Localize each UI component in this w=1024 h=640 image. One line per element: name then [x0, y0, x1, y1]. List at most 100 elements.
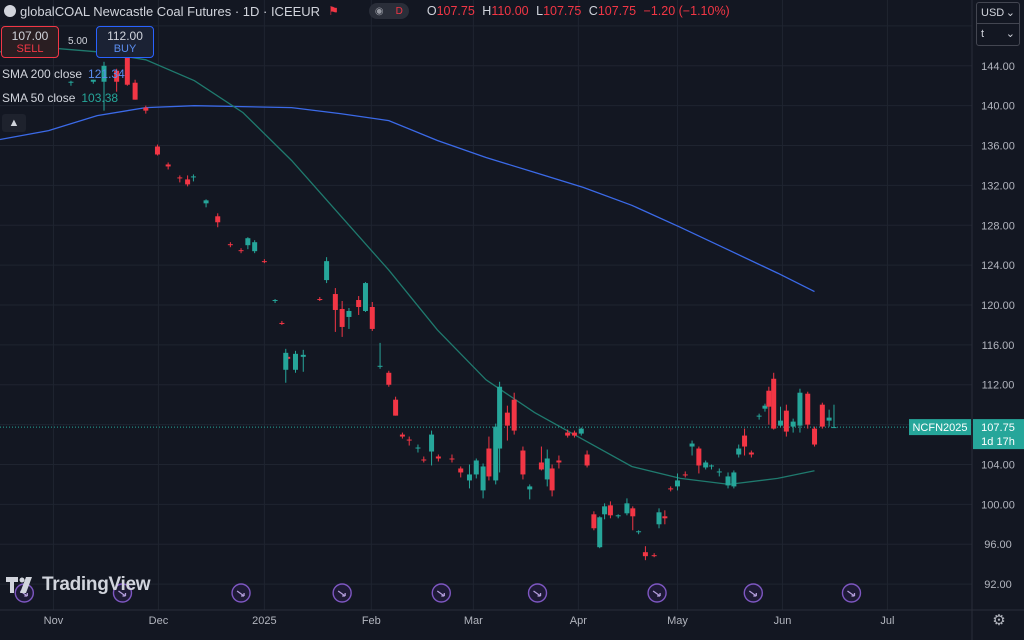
- candle-down[interactable]: [748, 452, 754, 455]
- candle-down[interactable]: [805, 393, 811, 425]
- candle-down[interactable]: [591, 514, 597, 529]
- event-marker-icon[interactable]: [431, 583, 451, 603]
- candle-up[interactable]: [709, 465, 715, 467]
- candle-down[interactable]: [584, 454, 590, 466]
- candle-up[interactable]: [736, 448, 742, 455]
- candle-down[interactable]: [556, 460, 562, 463]
- candle-up[interactable]: [480, 466, 486, 491]
- flag-icon[interactable]: ⚑: [328, 4, 339, 18]
- candle-down[interactable]: [177, 177, 183, 179]
- candle-up[interactable]: [362, 283, 368, 311]
- candle-up[interactable]: [826, 417, 832, 421]
- candle-up[interactable]: [415, 447, 421, 449]
- candle-down[interactable]: [339, 308, 345, 327]
- candle-down[interactable]: [642, 552, 648, 557]
- candle-up[interactable]: [797, 392, 803, 426]
- candle-down[interactable]: [812, 428, 818, 445]
- candle-up[interactable]: [283, 352, 289, 370]
- candle-up[interactable]: [190, 176, 196, 178]
- sell-button[interactable]: 107.00 SELL: [1, 26, 59, 58]
- candle-up[interactable]: [473, 460, 479, 475]
- candle-down[interactable]: [486, 448, 492, 477]
- candle-down[interactable]: [511, 399, 517, 431]
- candle-down[interactable]: [215, 216, 221, 223]
- candle-up[interactable]: [245, 238, 251, 246]
- candle-down[interactable]: [317, 299, 323, 301]
- candle-down[interactable]: [449, 458, 455, 460]
- candle-up[interactable]: [429, 434, 435, 452]
- sma50-legend[interactable]: SMA 50 close 103.38: [2, 91, 118, 105]
- candle-down[interactable]: [332, 294, 338, 310]
- candle-down[interactable]: [369, 306, 375, 329]
- candle-down[interactable]: [630, 508, 636, 517]
- candle-up[interactable]: [324, 261, 330, 281]
- candle-up[interactable]: [597, 517, 603, 548]
- candle-up[interactable]: [731, 472, 737, 487]
- candle-down[interactable]: [185, 179, 191, 185]
- candle-up[interactable]: [346, 310, 352, 317]
- candle-down[interactable]: [114, 70, 120, 82]
- candle-down[interactable]: [607, 505, 613, 516]
- candle-down[interactable]: [696, 448, 702, 466]
- event-marker-icon[interactable]: [743, 583, 763, 603]
- candle-up[interactable]: [656, 512, 662, 525]
- candle-up[interactable]: [778, 420, 784, 426]
- candle-down[interactable]: [356, 300, 362, 307]
- candle-up[interactable]: [493, 426, 499, 481]
- unit-select[interactable]: t ⌄: [977, 24, 1019, 44]
- sma200-legend[interactable]: SMA 200 close 121.34: [2, 67, 125, 81]
- candle-up[interactable]: [578, 428, 584, 434]
- candle-down[interactable]: [662, 516, 668, 519]
- event-marker-icon[interactable]: [112, 583, 133, 603]
- candle-up[interactable]: [716, 471, 722, 473]
- event-marker-icon[interactable]: [332, 583, 352, 603]
- event-marker-icon[interactable]: [231, 583, 251, 603]
- candle-down[interactable]: [399, 434, 405, 437]
- symbol-title[interactable]: globalCOAL Newcastle Coal Futures · 1D ·…: [20, 3, 321, 19]
- candle-down[interactable]: [406, 439, 412, 441]
- candle-down[interactable]: [538, 462, 544, 470]
- delay-badge[interactable]: ◉ D: [368, 3, 409, 19]
- candle-up[interactable]: [497, 386, 503, 449]
- event-marker-icon[interactable]: [527, 583, 548, 603]
- collapse-legend-button[interactable]: ▲: [2, 114, 26, 132]
- candle-up[interactable]: [756, 415, 762, 417]
- candle-up[interactable]: [725, 476, 731, 486]
- event-marker-icon[interactable]: [841, 583, 862, 603]
- candle-up[interactable]: [252, 242, 258, 252]
- candle-up[interactable]: [544, 458, 550, 480]
- candle-down[interactable]: [668, 488, 674, 490]
- candle-down[interactable]: [227, 244, 233, 246]
- candle-up[interactable]: [624, 503, 630, 514]
- candle-down[interactable]: [504, 412, 510, 426]
- candle-down[interactable]: [238, 250, 244, 252]
- candle-up[interactable]: [292, 353, 298, 370]
- candle-down[interactable]: [435, 456, 441, 459]
- buy-button[interactable]: 112.00 BUY: [96, 26, 154, 58]
- candle-up[interactable]: [90, 79, 96, 82]
- candle-down[interactable]: [261, 261, 267, 263]
- candle-up[interactable]: [790, 421, 796, 427]
- candle-up[interactable]: [300, 354, 306, 357]
- candle-down[interactable]: [143, 107, 149, 111]
- candle-up[interactable]: [689, 443, 695, 447]
- candle-down[interactable]: [549, 468, 555, 491]
- settings-gear-icon[interactable]: ⚙: [992, 612, 1006, 629]
- candle-up[interactable]: [203, 200, 209, 204]
- candle-down[interactable]: [819, 404, 825, 427]
- candle-down[interactable]: [386, 372, 392, 385]
- candle-up[interactable]: [272, 300, 278, 302]
- candle-down[interactable]: [132, 82, 138, 100]
- candle-down[interactable]: [651, 555, 657, 557]
- candle-down[interactable]: [165, 164, 171, 167]
- currency-select[interactable]: USD ⌄: [977, 3, 1019, 23]
- candle-up[interactable]: [602, 506, 608, 515]
- candle-down[interactable]: [766, 390, 772, 407]
- candle-up[interactable]: [674, 480, 680, 487]
- candle-up[interactable]: [831, 427, 837, 429]
- candle-down[interactable]: [565, 432, 571, 436]
- candle-up[interactable]: [527, 486, 533, 490]
- event-marker-icon[interactable]: [647, 583, 667, 603]
- candle-down[interactable]: [742, 435, 748, 447]
- candle-up[interactable]: [615, 515, 621, 517]
